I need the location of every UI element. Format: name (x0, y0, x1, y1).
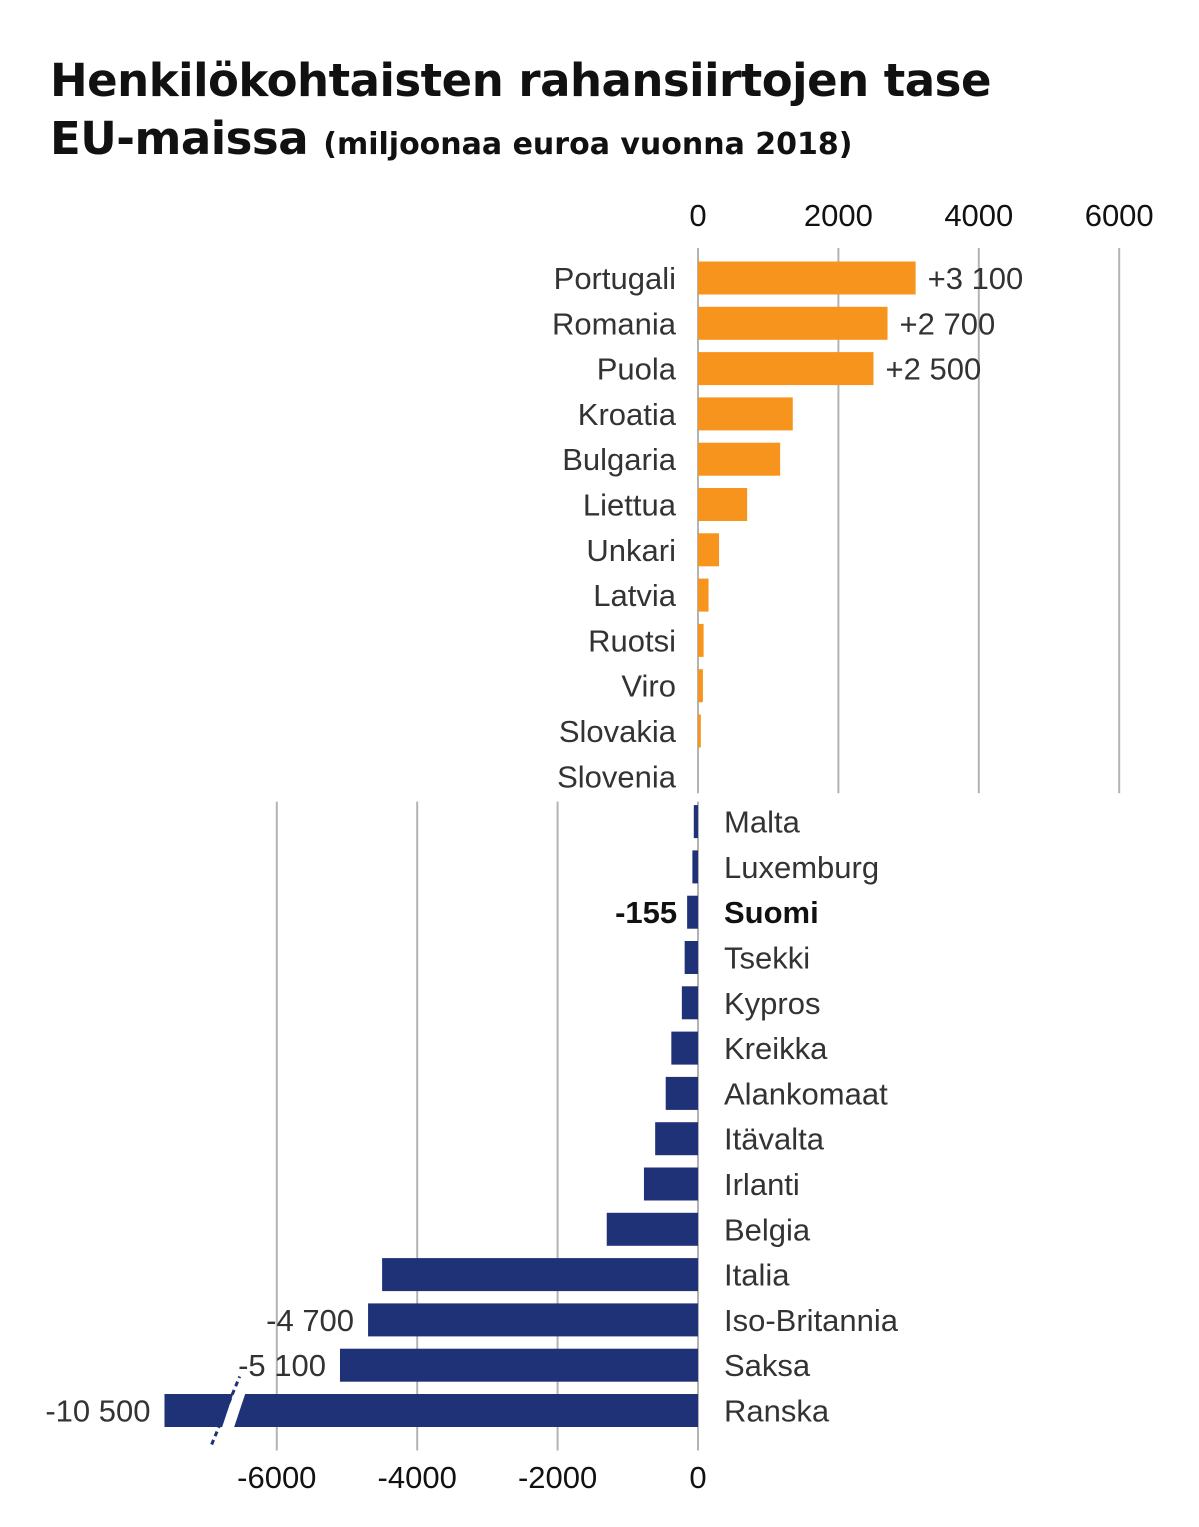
tick-label-bottom--6000: -6000 (237, 1460, 316, 1495)
bar-unkari (698, 533, 720, 567)
bars (164, 261, 916, 1446)
bar-iso-britannia (368, 1303, 698, 1337)
data-label-romania: +2 700 (900, 306, 996, 341)
category-label-slovakia: Slovakia (559, 714, 677, 749)
category-label-irlanti: Irlanti (724, 1167, 800, 1202)
category-label-slovenia: Slovenia (557, 759, 677, 794)
category-label-unkari: Unkari (586, 533, 676, 568)
category-label-viro: Viro (621, 669, 676, 704)
tick-label-top-2000: 2000 (804, 198, 873, 233)
category-label-romania: Romania (552, 306, 677, 341)
bar-kroatia (698, 397, 793, 431)
bar-latvia (698, 578, 709, 612)
category-label-portugali: Portugali (554, 261, 676, 296)
category-label-iso-britannia: Iso-Britannia (724, 1303, 899, 1338)
axis-break-gap (219, 1386, 248, 1435)
category-label-tsekki: Tsekki (724, 941, 810, 976)
bar-saksa (339, 1348, 698, 1382)
category-label-saksa: Saksa (724, 1348, 811, 1383)
category-label-kreikka: Kreikka (724, 1031, 828, 1066)
bar-suomi (687, 895, 698, 929)
category-label-luxemburg: Luxemburg (724, 850, 879, 885)
category-label-puola: Puola (597, 352, 677, 387)
category-label-kroatia: Kroatia (578, 397, 677, 432)
chart-subtitle: (miljoonaa euroa vuonna 2018) (323, 127, 853, 162)
tick-label-bottom--4000: -4000 (378, 1460, 457, 1495)
tick-label-bottom-0: 0 (689, 1460, 706, 1495)
bar-slovakia (698, 714, 701, 748)
tick-label-top-0: 0 (689, 198, 706, 233)
data-label-puola: +2 500 (886, 352, 982, 387)
bar-malta (693, 805, 698, 839)
category-label-latvia: Latvia (593, 578, 676, 613)
bar-portugali (698, 261, 916, 295)
category-label-suomi: Suomi (724, 895, 819, 930)
data-label-ranska: -10 500 (45, 1394, 150, 1429)
bar-italia (382, 1258, 698, 1292)
bar-alankomaat (665, 1076, 698, 1110)
bar-ruotsi (698, 623, 704, 657)
axis-break-marker (210, 1375, 242, 1446)
bar-tsekki (684, 941, 698, 974)
tick-label-top-4000: 4000 (944, 198, 1013, 233)
data-label-iso-britannia: -4 700 (266, 1303, 354, 1338)
bar-liettua (698, 488, 748, 521)
tick-label-top-6000: 6000 (1085, 198, 1154, 233)
bar-irlanti (643, 1167, 698, 1201)
category-label-alankomaat: Alankomaat (724, 1076, 888, 1111)
bar-bulgaria (698, 442, 781, 476)
bar-kreikka (671, 1031, 698, 1065)
category-label-belgia: Belgia (724, 1212, 811, 1247)
category-label-ranska: Ranska (724, 1394, 830, 1429)
chart-title: Henkilökohtaisten rahansiirtojen tase EU-… (50, 52, 991, 174)
category-label-liettua: Liettua (583, 488, 677, 523)
category-label-ruotsi: Ruotsi (588, 623, 676, 658)
bar-it-valta (655, 1122, 698, 1156)
title-line-1: Henkilökohtaisten rahansiirtojen tase (50, 54, 991, 107)
labels: 0 2000 4000 6000 -6000 -4000 -2000 0 Portugali +3… (45, 198, 1153, 1495)
bar-viro (698, 669, 703, 703)
tick-label-bottom--2000: -2000 (518, 1460, 597, 1495)
bar-kypros (681, 986, 698, 1020)
bar-luxemburg (692, 850, 698, 884)
category-label-it-valta: Itävalta (724, 1122, 825, 1157)
category-label-italia: Italia (724, 1258, 790, 1293)
category-label-bulgaria: Bulgaria (562, 442, 676, 477)
data-label-saksa: -5 100 (238, 1348, 326, 1383)
title-line-2: EU-maissa (50, 112, 309, 165)
data-label-suomi: -155 (615, 895, 677, 930)
bar-puola (698, 352, 874, 386)
bar-belgia (606, 1212, 698, 1246)
bar-ranska (164, 1394, 699, 1427)
data-label-portugali: +3 100 (928, 261, 1024, 296)
category-label-kypros: Kypros (724, 986, 820, 1021)
category-label-malta: Malta (724, 805, 801, 840)
bar-romania (698, 306, 888, 340)
